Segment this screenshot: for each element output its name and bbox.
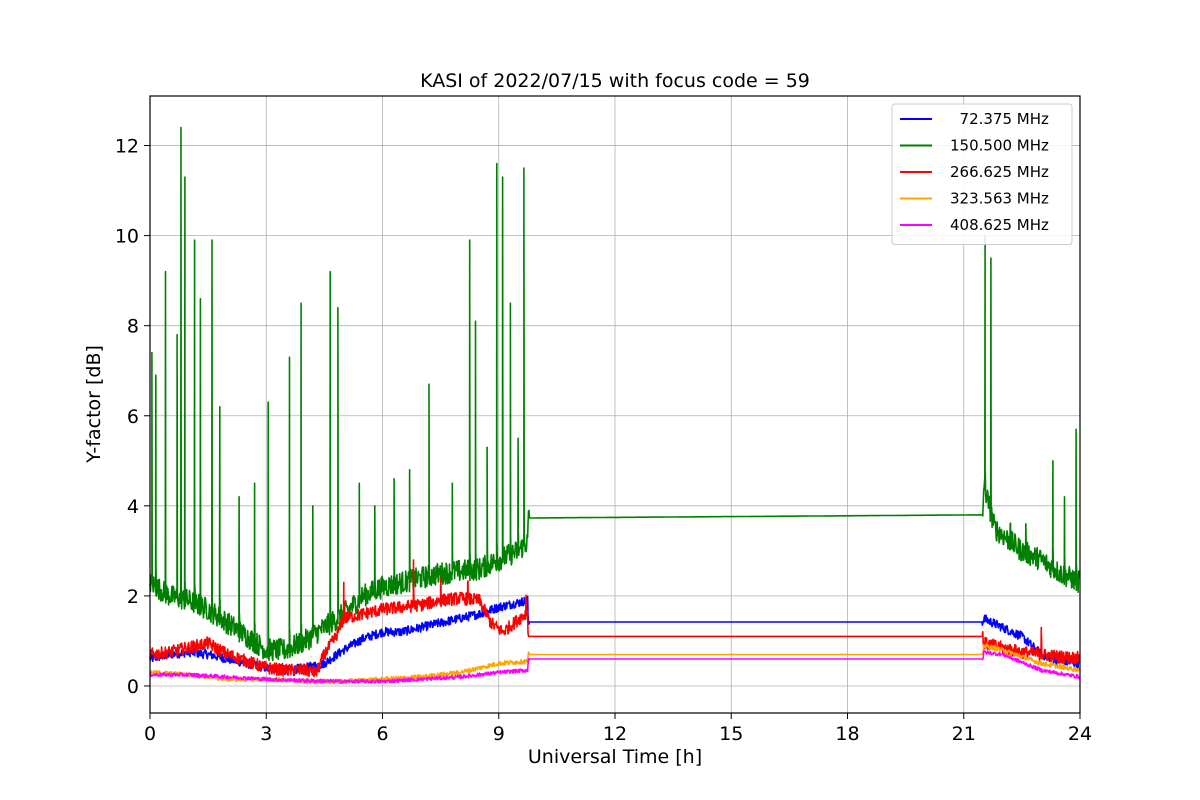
series-line-4: [149, 649, 1081, 685]
x-tick-label: 6: [376, 723, 388, 745]
legend-label-4: 408.625 MHz: [950, 216, 1049, 234]
legend: 72.375 MHz 150.500 MHz 266.625 MHz 323.563 …: [891, 103, 1073, 245]
legend-label-1: 150.500 MHz: [950, 137, 1049, 155]
legend-box: [891, 103, 1073, 245]
x-axis-title: Universal Time [h]: [528, 746, 702, 768]
y-tick-label: 0: [127, 676, 139, 698]
series-line-1: [149, 126, 1081, 662]
legend-label-2: 266.625 MHz: [950, 163, 1049, 181]
y-tick-label: 6: [127, 406, 139, 428]
x-tick-label: 12: [603, 723, 627, 745]
x-tick-label: 21: [952, 723, 976, 745]
x-tick-label: 9: [493, 723, 505, 745]
y-tick-label: 8: [127, 316, 139, 338]
x-tick-label: 18: [835, 723, 859, 745]
y-tick-label: 4: [127, 496, 139, 518]
series-line-2: [149, 559, 1081, 678]
x-tick-label: 15: [719, 723, 743, 745]
series-group: [149, 126, 1081, 685]
y-tick-label: 12: [115, 136, 139, 158]
legend-label-3: 323.563 MHz: [950, 190, 1049, 208]
x-tick-label: 3: [260, 723, 272, 745]
chart-title: KASI of 2022/07/15 with focus code = 59: [420, 70, 810, 92]
x-tick-label: 0: [144, 723, 156, 745]
x-tick-label: 24: [1068, 723, 1092, 745]
y-tick-label: 10: [115, 226, 139, 248]
legend-label-0: 72.375 MHz: [950, 110, 1049, 128]
y-axis-title: Y-factor [dB]: [83, 345, 105, 464]
y-tick-label: 2: [127, 586, 139, 608]
